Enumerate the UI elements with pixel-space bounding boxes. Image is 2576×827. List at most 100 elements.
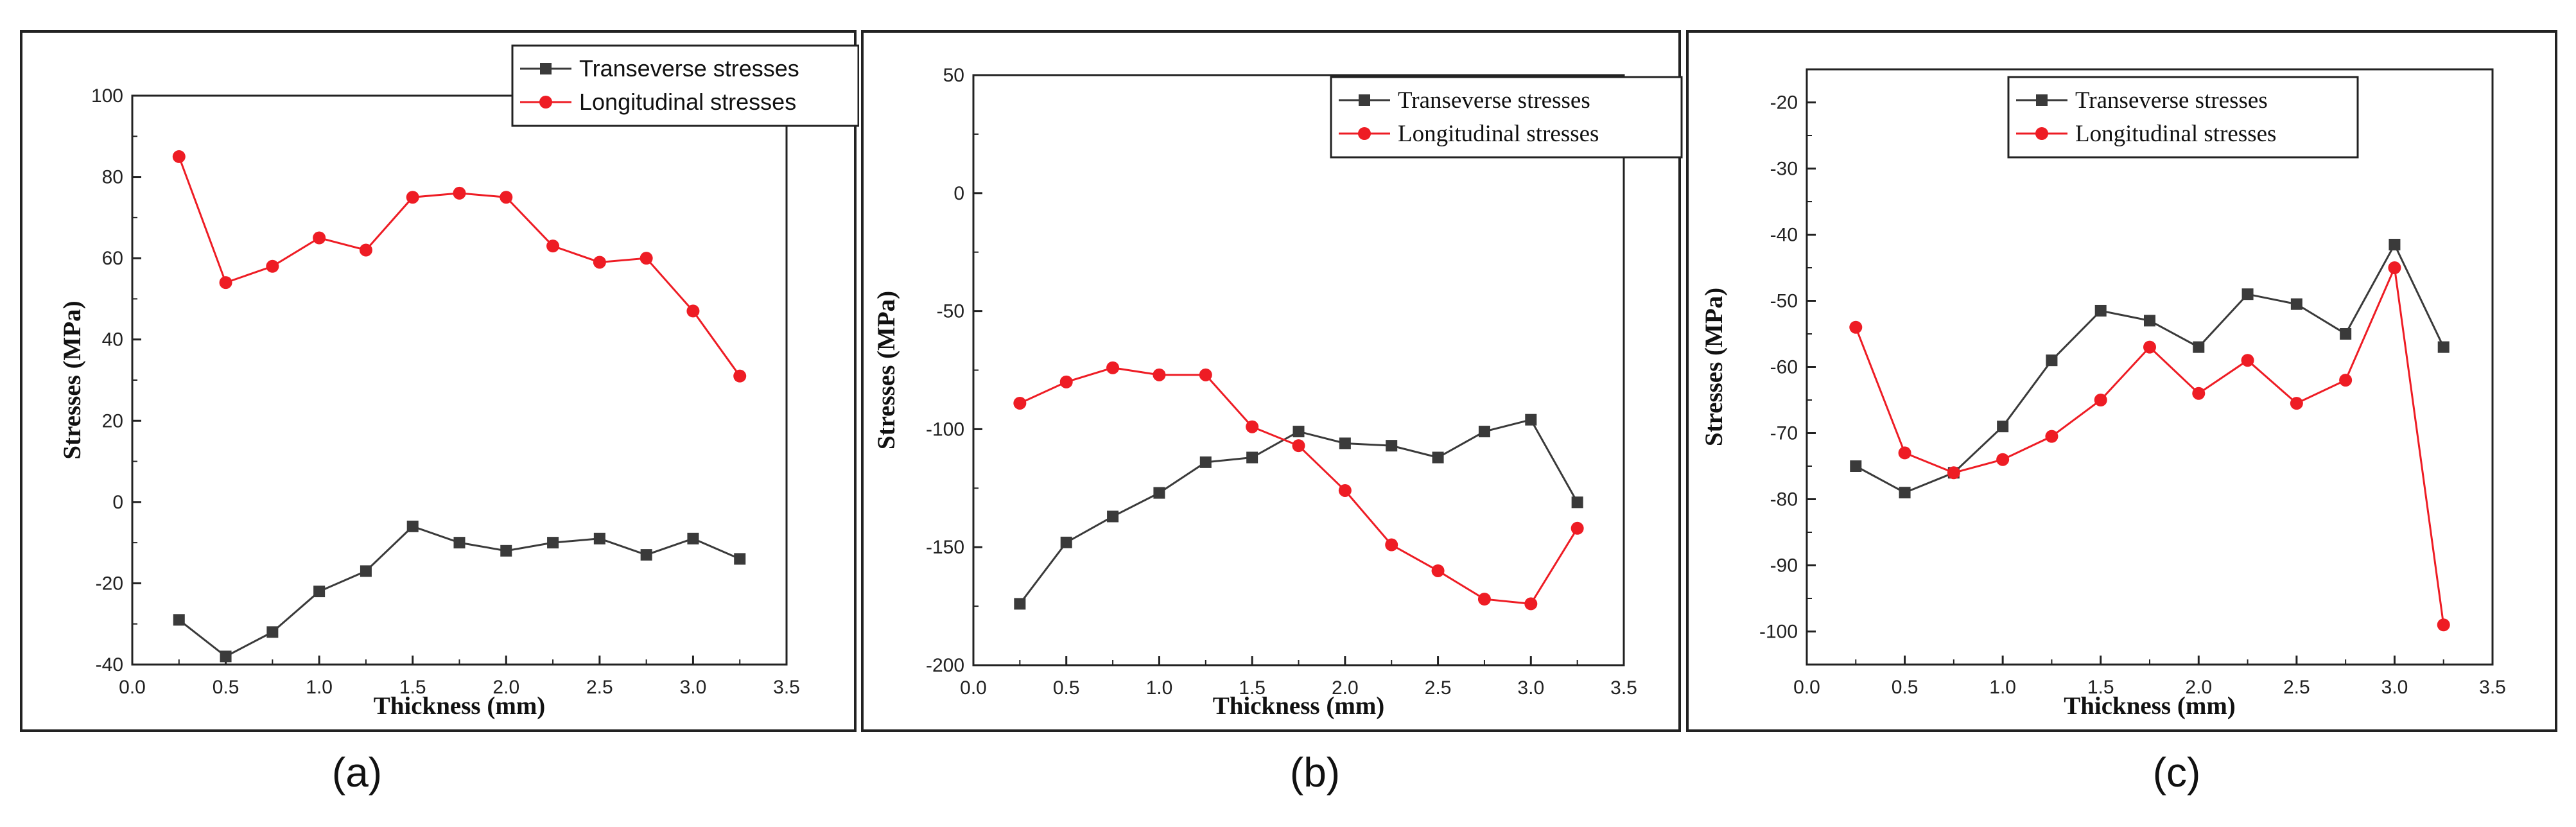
chart-c-x-tick-label: 3.5: [2479, 677, 2506, 698]
chart-c-series-0-point: [2340, 328, 2352, 340]
chart-b-legend-swatch-marker: [1358, 127, 1371, 140]
chart-b-x-tick-label: 1.5: [1239, 677, 1266, 699]
chart-c-x-tick-label: 1.5: [2087, 677, 2114, 698]
chart-c-legend-swatch-marker: [2035, 127, 2048, 140]
chart-b-series-0-point: [1571, 496, 1583, 509]
chart-b-y-tick-label: 0: [953, 183, 964, 204]
chart-c-series-0-point: [2241, 288, 2254, 300]
chart-b-y-tick-label: 50: [943, 65, 964, 86]
chart-b-plot-frame: [972, 74, 1625, 666]
chart-a-x-tick-label: 0.5: [213, 677, 239, 698]
chart-c-series-0-point: [2389, 238, 2401, 250]
chart-a-x-tick-label: 3.5: [773, 677, 800, 698]
chart-c-y-tick-label: -30: [1770, 159, 1798, 180]
chart-c-x-tick-label: 0.5: [1892, 677, 1919, 698]
chart-a-x-tick-label: 0.0: [119, 677, 146, 698]
chart-a-series-0-point: [453, 537, 466, 549]
chart-a-series-1-point: [640, 252, 653, 265]
chart-b-series-1-point: [1106, 361, 1120, 374]
chart-a-series-0-point: [173, 614, 185, 626]
chart-c-legend-label: Transeverse stresses: [2075, 87, 2268, 114]
chart-panel-a: 0.0 0.5 1.0 1.5 2.0 2.5 3.0 3.5 -40 -20 0 20 40 60 80 1…: [20, 30, 859, 732]
chart-c-series-1-point: [2094, 394, 2107, 406]
chart-c-svg: 0.0 0.5 1.0 1.5 2.0 2.5 3.0 3.5 -100 -90 -80 -70 -60…: [1700, 68, 2506, 720]
chart-a-series-0-point: [500, 544, 512, 557]
chart-a-series-0-point: [547, 537, 559, 549]
chart-b-x-tick-label: 1.0: [1146, 677, 1173, 699]
chart-c-legend-swatch-marker: [2036, 94, 2048, 106]
chart-a-legend-swatch-marker: [540, 63, 552, 74]
chart-c-y-tick-label: -90: [1770, 555, 1798, 577]
chart-c-series-1-point: [2192, 387, 2206, 400]
chart-b-series-1-point: [1338, 483, 1352, 497]
chart-a-series-1-point: [313, 231, 326, 245]
chart-b-y-tick-label: -100: [926, 419, 964, 440]
chart-c-plot-frame: [1806, 68, 2494, 666]
chart-b-x-tick-label: 2.0: [1332, 677, 1359, 699]
chart-b-series-1-point: [1153, 368, 1166, 381]
chart-b-series-1-point: [1477, 593, 1491, 606]
chart-b-series-0-point: [1292, 426, 1305, 438]
chart-a-x-axis-label: Thickness (mm): [374, 692, 546, 720]
chart-c-y-tick-label: -100: [1759, 622, 1798, 643]
chart-c-series-0-line: [1855, 242, 2445, 494]
chart-b-svg: 0.0 0.5 1.0 1.5 2.0 2.5 3.0 3.5 -200 -150 -100 -50 0…: [873, 65, 1683, 720]
chart-a-series-1-point: [546, 239, 560, 253]
chart-c-x-tick-label: 2.0: [2185, 677, 2212, 698]
chart-b-legend-label: Transeverse stresses: [1398, 87, 1590, 114]
chart-b-series-0-point: [1432, 451, 1444, 464]
chart-b-series-1-point: [1246, 420, 1259, 433]
chart-a-series-1-point: [266, 259, 279, 273]
chart-a-plot-frame: [131, 94, 788, 666]
chart-b-series-0-point: [1478, 426, 1490, 438]
chart-a-series-1-point: [406, 191, 419, 204]
chart-c-series-0-point: [2193, 341, 2205, 353]
chart-c-series-1-point: [1898, 446, 1911, 460]
chart-b-y-tick-label: -200: [926, 655, 964, 676]
chart-a-series-0-point: [734, 553, 746, 565]
chart-a-y-tick-label: 80: [102, 167, 123, 188]
chart-c-series-1-point: [1849, 320, 1863, 334]
caption-c: (c): [2152, 749, 2201, 796]
chart-b-series-1-point: [1013, 396, 1027, 410]
chart-a-y-tick-label: 100: [91, 85, 123, 107]
chart-a-series-0-point: [360, 565, 372, 577]
chart-a-series-0-point: [593, 532, 605, 544]
chart-a-y-axis-label: Stresses (MPa): [58, 300, 86, 459]
chart-b-y-tick-label: -150: [926, 537, 964, 558]
chart-b-series-1-point: [1292, 439, 1305, 453]
chart-a-y-tick-label: 60: [102, 248, 123, 269]
chart-b-series-0-point: [1060, 536, 1072, 548]
chart-b-series-1-point: [1385, 538, 1398, 552]
chart-b-series-0-point: [1246, 451, 1258, 464]
chart-c-series-1-point: [1947, 466, 1960, 480]
chart-b-series-0-point: [1339, 437, 1351, 449]
chart-c-y-tick-label: -60: [1770, 357, 1798, 378]
chart-a-y-tick-label: -20: [96, 573, 123, 594]
chart-b-x-tick-label: 0.5: [1053, 677, 1080, 699]
chart-c-series-1-point: [2388, 261, 2401, 274]
chart-c-series-1-point: [2045, 430, 2058, 443]
chart-a-series-0-point: [406, 520, 419, 532]
chart-c-series-1-point: [2290, 397, 2303, 410]
chart-a-y-tick-label: 20: [102, 410, 123, 431]
chart-a-series-0-point: [687, 532, 699, 544]
chart-c-series-1-point: [2241, 354, 2254, 367]
chart-c-series-0-point: [1899, 487, 1911, 499]
chart-a-series-1-point: [219, 276, 232, 290]
chart-b-series-1-point: [1524, 597, 1538, 611]
chart-a-legend-label: Transeverse stresses: [579, 55, 799, 82]
chart-a-svg: 0.0 0.5 1.0 1.5 2.0 2.5 3.0 3.5 -40 -20 0 20 40 60 80 1…: [58, 44, 859, 720]
chart-c-x-tick-label: 2.5: [2283, 677, 2310, 698]
chart-c-x-tick-label: 0.0: [1793, 677, 1820, 698]
chart-c-series-0-point: [2144, 315, 2155, 327]
chart-b-series-1-point: [1199, 368, 1212, 381]
chart-c-series-0-point: [2046, 354, 2058, 367]
chart-c-y-tick-label: -40: [1770, 225, 1798, 246]
chart-c-series-0-point: [1997, 421, 2009, 433]
chart-b-series-1-point: [1431, 564, 1445, 577]
chart-a-series-1-point: [453, 186, 466, 200]
chart-panel-b: 0.0 0.5 1.0 1.5 2.0 2.5 3.0 3.5 -200 -150 -100 -50 0…: [861, 30, 1683, 732]
chart-b-series-0-point: [1386, 440, 1398, 452]
chart-c-series-1-point: [2437, 618, 2450, 632]
